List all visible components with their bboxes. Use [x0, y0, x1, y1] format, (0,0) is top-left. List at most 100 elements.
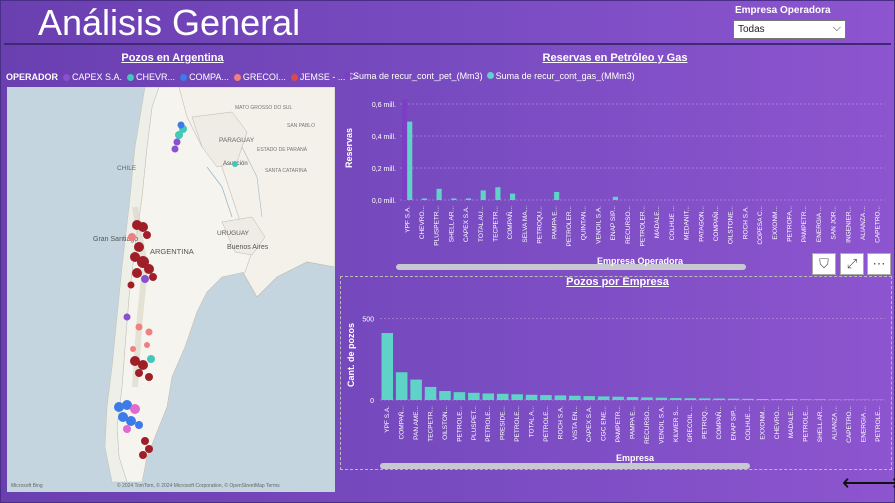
legend-item[interactable]: CAPEX S.A.: [63, 72, 122, 82]
map-label-mato-grosso: MATO GROSSO DO SUL: [235, 105, 293, 111]
more-options-icon[interactable]: ⋯: [867, 253, 891, 275]
bar: [540, 395, 552, 400]
map-label-uruguay: URUGUAY: [217, 230, 250, 237]
x-tick-label: ROCH S.A.: [557, 406, 564, 439]
bar: [465, 198, 472, 200]
bar: [511, 394, 523, 400]
legend-item[interactable]: GRECOI...: [233, 72, 286, 82]
map-footer[interactable]: © 2024 TomTom, © 2024 Microsoft Corporat…: [117, 483, 280, 489]
x-tick-label: PETROLE...: [514, 406, 521, 442]
well-marker: [135, 421, 143, 429]
x-tick-label: PETROLE...: [456, 406, 463, 442]
bar: [496, 393, 509, 400]
x-tick-label: VENOIL S.A.: [595, 206, 602, 244]
page-title: Análisis General: [38, 2, 301, 43]
x-tick-label: ENERGIA ...: [860, 406, 867, 442]
well-marker: [123, 425, 131, 433]
well-marker: [139, 451, 147, 459]
bar: [439, 391, 451, 400]
filter-label: Empresa Operadora: [735, 5, 831, 16]
header-divider: [4, 43, 891, 45]
x-tick-label: VISTA EN...: [572, 406, 579, 440]
focus-mode-icon[interactable]: ⤢: [840, 253, 864, 275]
well-marker: [132, 268, 142, 278]
pozos-chart[interactable]: Cant. de pozos 0 500 YPF S.A. COMPAÑ... PAN A…: [340, 290, 890, 470]
x-tick-label: PETROQU...: [537, 206, 544, 244]
legend-item[interactable]: CHEVR...: [127, 72, 175, 82]
legend-next-icon[interactable]: ▷: [350, 71, 359, 82]
pozos-chart-selection[interactable]: [340, 276, 892, 470]
bar: [799, 399, 812, 400]
x-tick-label: QUINTAN...: [581, 206, 588, 240]
x-tick-label: MADALE...: [654, 206, 661, 238]
y-tick-label: 0,0 mill.: [372, 198, 396, 205]
x-tick-label: PETROLER...: [566, 206, 573, 247]
well-marker: [114, 402, 124, 412]
map-brand: Microsoft Bing: [11, 483, 43, 489]
y-axis-label: Reservas: [344, 128, 354, 168]
legend-item[interactable]: COMPA...: [180, 72, 229, 82]
map-label-argentina: ARGENTINA: [150, 247, 194, 256]
well-marker: [138, 360, 148, 370]
bar: [742, 398, 754, 400]
reservas-chart[interactable]: Reservas 0,0 mill. 0,2 mill. 0,4 mill. 0,6 m…: [340, 86, 890, 272]
x-tick-label: YPF S.A.: [404, 206, 411, 233]
bar: [554, 395, 567, 400]
well-marker: [144, 342, 150, 348]
pozos-chart-title: Pozos por Empresa: [566, 276, 669, 288]
map-svg: PARAGUAY CHILE ARGENTINA URUGUAY Gran Sa…: [7, 87, 335, 492]
well-marker: [143, 231, 151, 239]
x-tick-label: SELVA MA...: [522, 206, 529, 243]
well-markers: [114, 121, 238, 459]
wells-map[interactable]: PARAGUAY CHILE ARGENTINA URUGUAY Gran Sa…: [7, 87, 335, 492]
bar: [402, 99, 408, 200]
bar: [554, 192, 560, 200]
map-label-parana: ESTADO DE PARANÁ: [257, 146, 308, 153]
x-tick-label: TECPETR...: [493, 206, 500, 242]
bar: [785, 399, 798, 400]
map-label-sao-paulo: SAN PABLO: [287, 123, 315, 129]
x-tick-label: PRESIDE...: [500, 406, 507, 440]
x-tick-label: CHEVRO...: [419, 206, 426, 239]
y-tick-label: 0: [370, 398, 374, 405]
x-tick-label: PAN AME...: [413, 406, 420, 440]
bar: [684, 398, 697, 400]
empresa-operadora-dropdown[interactable]: Todas ⌵: [733, 20, 846, 39]
x-tick-label: CAPEX S.A.: [586, 406, 593, 442]
legend-item[interactable]: JEMSE - ...: [290, 72, 345, 82]
x-tick-label: COLHUE ...: [745, 406, 752, 441]
x-tick-label: OILSTONE...: [728, 206, 735, 244]
well-marker: [145, 445, 153, 453]
filter-icon[interactable]: ⛉: [812, 253, 836, 275]
well-marker: [130, 356, 140, 366]
map-label-chile: CHILE: [117, 165, 137, 172]
reservas-legend: Suma de recur_cont_pet_(Mm3) Suma de rec…: [344, 71, 635, 81]
y-axis-label: Cant. de pozos: [346, 323, 356, 387]
back-arrow-icon[interactable]: ⟵: [842, 470, 874, 495]
legend-dot: [344, 72, 351, 79]
x-tick-label: PETROLE...: [485, 406, 492, 442]
x-tick-label: EXXONM...: [759, 406, 766, 440]
bar: [612, 196, 619, 200]
well-marker: [135, 369, 143, 377]
well-marker: [141, 437, 149, 445]
bar: [510, 193, 516, 200]
bar: [569, 395, 581, 400]
scrollbar: [380, 463, 750, 469]
legend-item[interactable]: Suma de recur_cont_gas_(MMm3): [486, 71, 635, 81]
map-label-gran-santiago: Gran Santiago: [93, 236, 138, 243]
well-marker: [126, 416, 136, 426]
well-marker: [123, 313, 131, 321]
x-tick-label: MEDANIT...: [684, 206, 691, 240]
well-marker: [145, 373, 153, 381]
x-tick-label: MADALE...: [788, 406, 795, 438]
y-tick-label: 500: [362, 316, 374, 323]
legend-item[interactable]: Suma de recur_cont_pet_(Mm3): [344, 71, 483, 81]
x-tick-label: COMPAÑI...: [711, 206, 720, 241]
x-tick-label: RECURSO...: [644, 406, 651, 444]
x-tick-label: CHEVRO...: [774, 406, 781, 439]
bar: [410, 379, 422, 400]
forward-arrow-icon[interactable]: ⟶: [868, 470, 895, 495]
x-tick-label: INGENIER...: [845, 206, 852, 243]
scrollbar: [396, 264, 746, 270]
